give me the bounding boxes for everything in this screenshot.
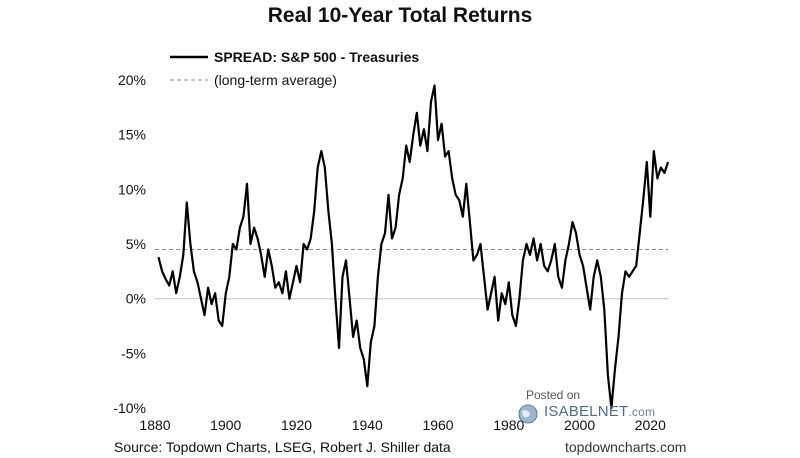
x-tick-label: 1920 [281,417,312,433]
chart-title: Real 10-Year Total Returns [267,4,533,27]
isabelnet-watermark: Posted on ISABELNET.com [518,388,658,428]
x-tick-label: 1900 [210,417,241,433]
x-tick-label: 1880 [139,417,170,433]
watermark-brand: ISABELNET [544,403,629,420]
x-tick-label: 1940 [352,417,383,433]
globe-icon [518,404,538,424]
y-tick-label: 20% [118,72,146,88]
watermark-posted-text: Posted on [526,388,581,402]
legend-label-average: (long-term average) [214,72,337,88]
spread-series-line [157,84,670,410]
y-tick-label: 0% [126,291,146,307]
x-tick-label: 1980 [493,417,524,433]
site-credit: topdowncharts.com [565,439,687,455]
x-tick-label: 2020 [635,417,666,433]
x-tick-label: 1960 [422,417,453,433]
y-tick-label: -10% [113,400,146,416]
y-tick-label: 10% [118,181,146,197]
source-note: Source: Topdown Charts, LSEG, Robert J. … [114,439,451,455]
y-tick-label: -5% [121,345,146,361]
y-tick-label: 5% [126,236,146,252]
legend-label-spread: SPREAD: S&P 500 - Treasuries [214,49,419,65]
watermark-suffix: .com [628,405,656,419]
x-tick-label: 2000 [564,417,595,433]
y-tick-label: 15% [118,127,146,143]
